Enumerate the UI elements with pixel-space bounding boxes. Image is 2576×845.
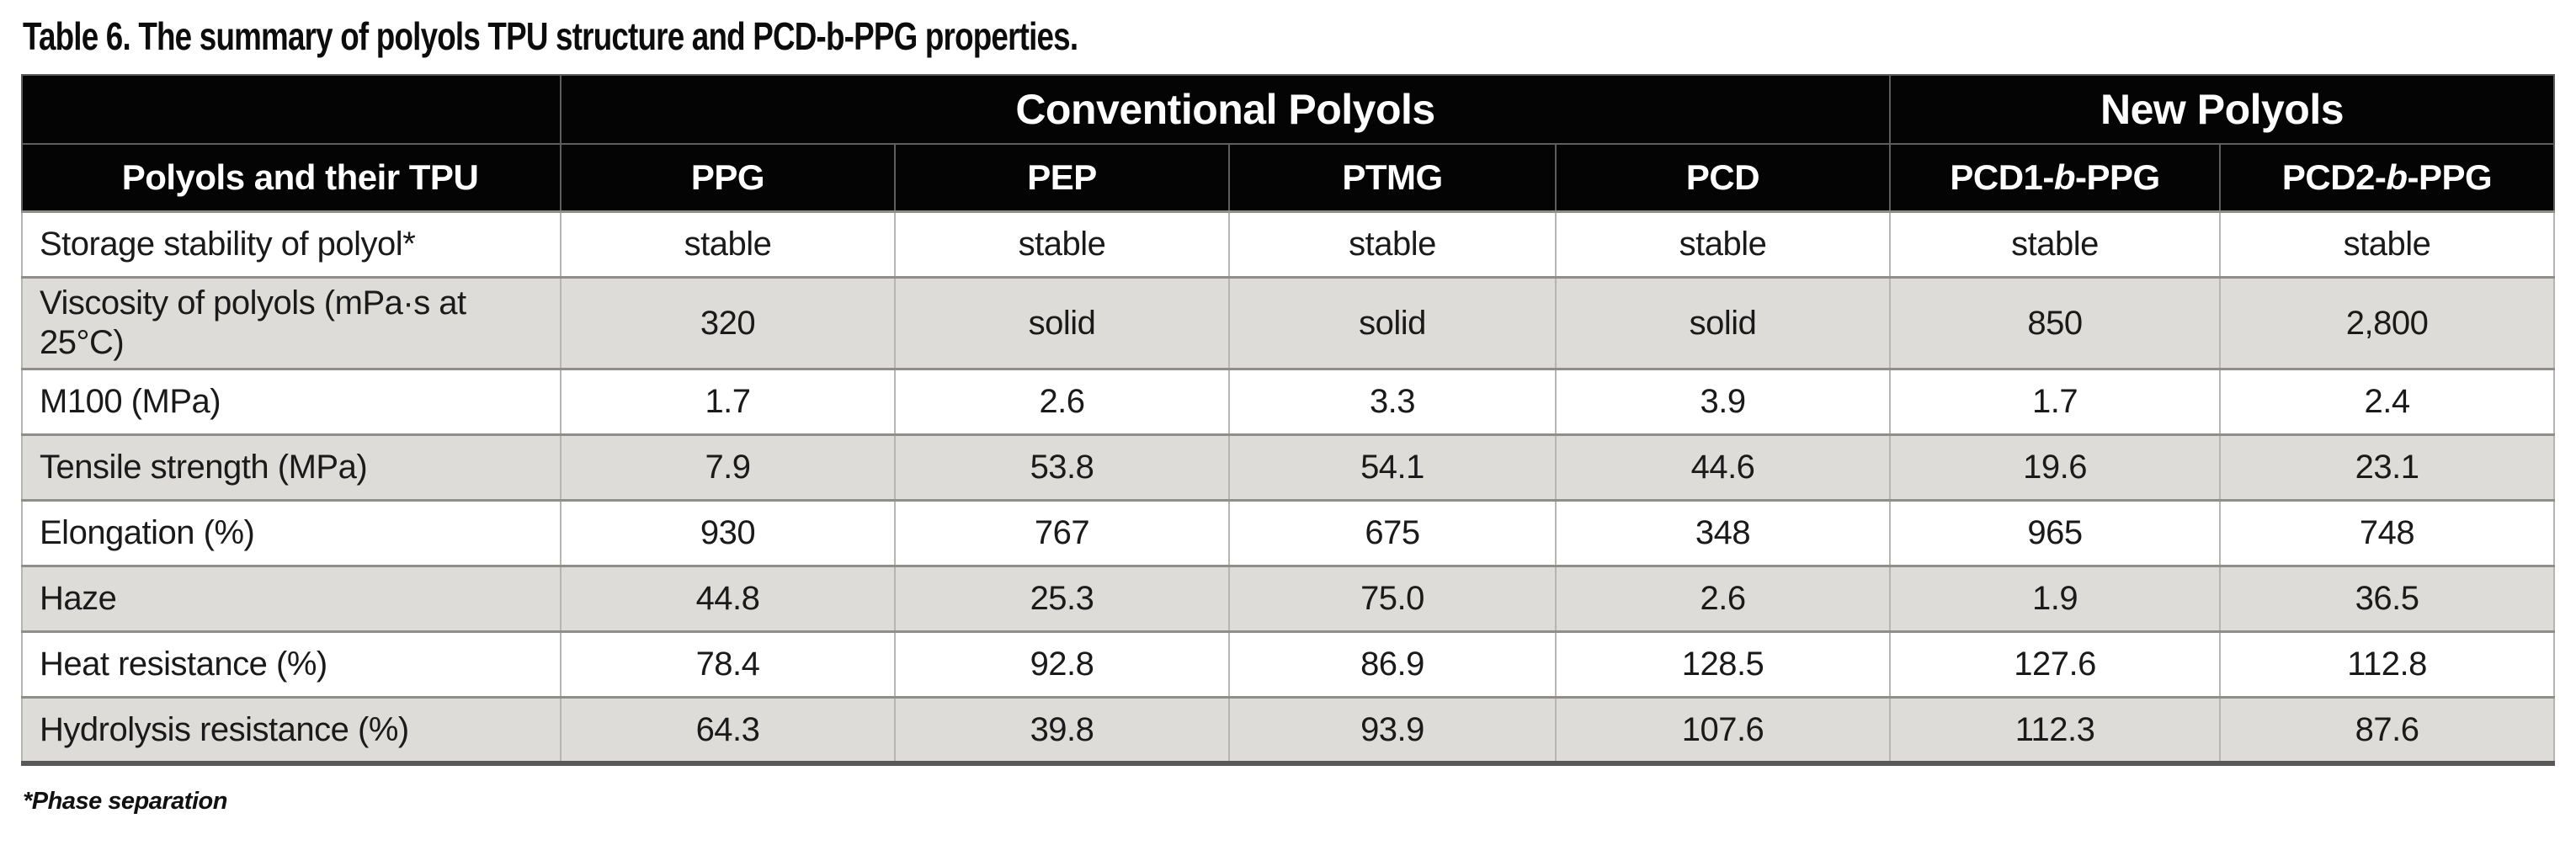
table-row: Haze 44.8 25.3 75.0 2.6 1.9 36.5: [21, 566, 2556, 632]
table-row: M100 (MPa) 1.7 2.6 3.3 3.9 1.7 2.4: [21, 369, 2556, 435]
cell-value: 44.6: [1554, 434, 1892, 501]
column-header-text: PPG: [690, 157, 765, 197]
cell-value: 36.5: [2219, 566, 2556, 632]
cell-value: 850: [1889, 277, 2222, 369]
group-header-row: Conventional Polyols New Polyols: [21, 74, 2556, 145]
cell-value: 3.3: [1228, 369, 1557, 435]
cell-value: stable: [1554, 211, 1892, 278]
column-header-pcd: PCD: [1554, 143, 1892, 213]
footnote: *Phase separation: [23, 787, 227, 815]
column-header-text: PCD2-: [2281, 157, 2387, 197]
cell-value: 1.9: [1889, 566, 2222, 632]
cell-value: 25.3: [894, 566, 1230, 632]
cell-value: solid: [894, 277, 1230, 369]
polyols-properties-table: Conventional Polyols New Polyols Polyols…: [21, 74, 2556, 766]
cell-value: 75.0: [1228, 566, 1557, 632]
cell-value: 92.8: [894, 631, 1230, 698]
row-label: Haze: [21, 566, 562, 632]
column-header-ppg: PPG: [560, 143, 896, 213]
cell-value: solid: [1228, 277, 1557, 369]
cell-value: 86.9: [1228, 631, 1557, 698]
cell-value: 2.4: [2219, 369, 2556, 435]
cell-value: stable: [2219, 211, 2556, 278]
cell-value: 320: [560, 277, 896, 369]
cell-value: stable: [1228, 211, 1557, 278]
cell-value: 2.6: [1554, 566, 1892, 632]
cell-value: 78.4: [560, 631, 896, 698]
cell-value: 348: [1554, 500, 1892, 566]
row-label: Hydrolysis resistance (%): [21, 697, 562, 763]
cell-value: 965: [1889, 500, 2222, 566]
table-title-text: Table 6. The summary of polyols TPU stru…: [23, 14, 1078, 58]
cell-value: 53.8: [894, 434, 1230, 501]
column-header-text: PCD1-: [1950, 157, 2054, 197]
cell-value: 23.1: [2219, 434, 2556, 501]
table-row: Tensile strength (MPa) 7.9 53.8 54.1 44.6 19.…: [21, 434, 2556, 501]
column-header-text: b: [2053, 157, 2076, 197]
cell-value: 44.8: [560, 566, 896, 632]
column-header-ptmg: PTMG: [1228, 143, 1557, 213]
row-label: Tensile strength (MPa): [21, 434, 562, 501]
cell-value: 2.6: [894, 369, 1230, 435]
cell-value: 3.9: [1554, 369, 1892, 435]
cell-value: 54.1: [1228, 434, 1557, 501]
cell-value: 767: [894, 500, 1230, 566]
cell-value: 64.3: [560, 697, 896, 763]
cell-value: 930: [560, 500, 896, 566]
cell-value: 112.8: [2219, 631, 2556, 698]
cell-value: 87.6: [2219, 697, 2556, 763]
row-header-title: Polyols and their TPU: [21, 143, 562, 213]
cell-value: 748: [2219, 500, 2556, 566]
column-header-row: Polyols and their TPU PPG PEP PTMG PCD PCD1-…: [21, 143, 2556, 213]
cell-value: 39.8: [894, 697, 1230, 763]
column-header-text: -PPG: [2407, 157, 2493, 197]
table-row: Viscosity of polyols (mPa·s at 25°C) 320 s…: [21, 277, 2556, 369]
cell-value: 93.9: [1228, 697, 1557, 763]
column-header-pep: PEP: [894, 143, 1230, 213]
table-body: Storage stability of polyol* stable stable…: [21, 211, 2556, 763]
column-header-pcd1-b-ppg: PCD1-b-PPG: [1889, 143, 2222, 213]
cell-value: 1.7: [1889, 369, 2222, 435]
column-header-text: PEP: [1027, 157, 1097, 197]
column-header-text: b: [2386, 157, 2408, 197]
cell-value: 128.5: [1554, 631, 1892, 698]
cell-value: 1.7: [560, 369, 896, 435]
cell-value: 7.9: [560, 434, 896, 501]
row-label: Viscosity of polyols (mPa·s at 25°C): [21, 277, 562, 369]
cell-value: stable: [560, 211, 896, 278]
table-row: Hydrolysis resistance (%) 64.3 39.8 93.9 107…: [21, 697, 2556, 763]
table-row: Heat resistance (%) 78.4 92.8 86.9 128.5 127.…: [21, 631, 2556, 698]
group-header-new-polyols: New Polyols: [1889, 74, 2556, 145]
row-label: Storage stability of polyol*: [21, 211, 562, 278]
column-header-pcd2-b-ppg: PCD2-b-PPG: [2219, 143, 2556, 213]
row-label: Elongation (%): [21, 500, 562, 566]
column-header-text: PTMG: [1342, 157, 1443, 197]
row-label: Heat resistance (%): [21, 631, 562, 698]
corner-cell: [21, 74, 562, 145]
row-label: M100 (MPa): [21, 369, 562, 435]
table-row: Storage stability of polyol* stable stable…: [21, 211, 2556, 278]
cell-value: 127.6: [1889, 631, 2222, 698]
column-header-text: -PPG: [2075, 157, 2160, 197]
cell-value: stable: [894, 211, 1230, 278]
column-header-text: PCD: [1685, 157, 1760, 197]
cell-value: 107.6: [1554, 697, 1892, 763]
cell-value: 112.3: [1889, 697, 2222, 763]
cell-value: 2,800: [2219, 277, 2556, 369]
cell-value: stable: [1889, 211, 2222, 278]
cell-value: 19.6: [1889, 434, 2222, 501]
group-header-conventional-polyols: Conventional Polyols: [559, 74, 1892, 145]
table-row: Elongation (%) 930 767 675 348 965 748: [21, 500, 2556, 566]
table-header: Conventional Polyols New Polyols Polyols…: [21, 74, 2556, 213]
cell-value: 675: [1228, 500, 1557, 566]
table-title: Table 6. The summary of polyols TPU stru…: [23, 12, 2555, 61]
cell-value: solid: [1554, 277, 1892, 369]
